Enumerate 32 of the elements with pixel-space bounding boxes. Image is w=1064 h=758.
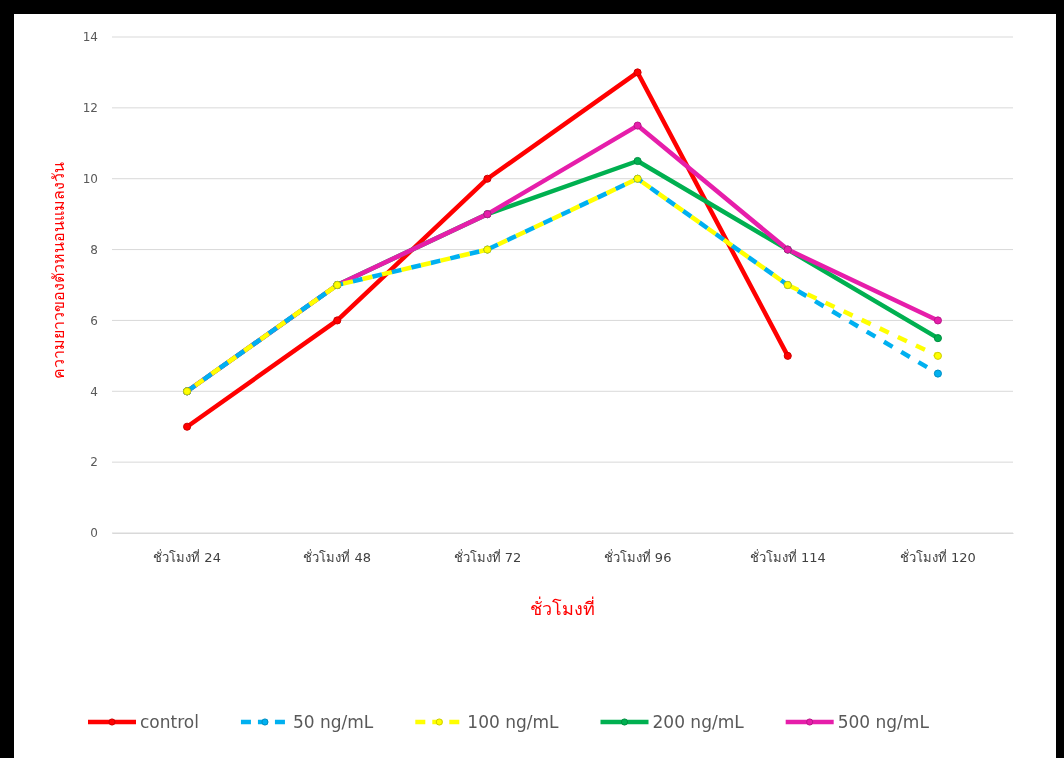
point — [483, 174, 492, 183]
x-tick-label: ชั่วโมงที่ 96 — [603, 549, 672, 566]
point — [933, 316, 942, 325]
legend-label: control — [140, 712, 199, 732]
legend-label: 50 ng/mL — [292, 712, 374, 732]
y-tick-label: 12 — [82, 101, 98, 116]
point — [633, 68, 642, 77]
legend-label: 100 ng/mL — [467, 712, 560, 732]
point — [633, 121, 642, 130]
legend-label: 200 ng/mL — [652, 712, 745, 732]
x-tick-label: ชั่วโมงที่ 48 — [303, 549, 372, 566]
point — [933, 334, 942, 343]
point — [633, 156, 642, 166]
x-tick-label: ชั่วโมงที่ 72 — [453, 549, 522, 566]
x-tick-label: ชั่วโมงที่ 114 — [749, 549, 826, 566]
x-tick-label: ชั่วโมงที่ 120 — [899, 549, 976, 566]
point — [933, 369, 942, 378]
x-tick-label: ชั่วโมงที่ 24 — [153, 549, 221, 566]
y-tick-label: 6 — [90, 313, 98, 328]
point — [783, 351, 792, 360]
y-tick-label: 2 — [90, 455, 98, 470]
y-tick-label: 8 — [90, 242, 98, 257]
y-tick-label: 0 — [90, 526, 98, 541]
y-tick-label: 4 — [90, 384, 98, 399]
point — [933, 351, 942, 360]
legend-label: 500 ng/mL — [837, 712, 930, 732]
y-tick-label: 10 — [82, 172, 98, 187]
point — [183, 422, 192, 431]
y-tick-label: 14 — [82, 30, 98, 45]
y-axis-title: ความยาวของตัวหนอนแมลงวัน — [49, 161, 68, 379]
x-axis-title: ชั่วโมงที่ — [530, 596, 595, 619]
point — [333, 316, 342, 325]
